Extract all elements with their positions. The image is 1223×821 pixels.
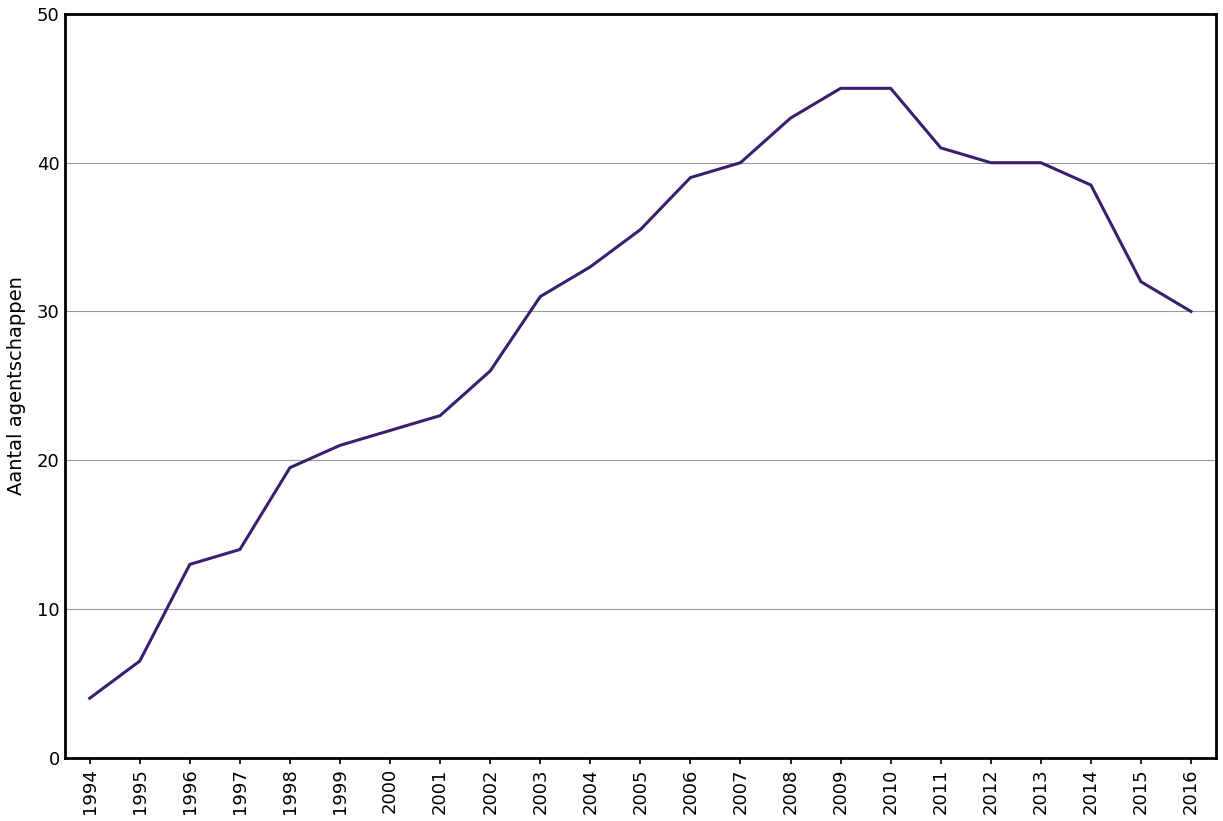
Y-axis label: Aantal agentschappen: Aantal agentschappen (7, 277, 26, 495)
